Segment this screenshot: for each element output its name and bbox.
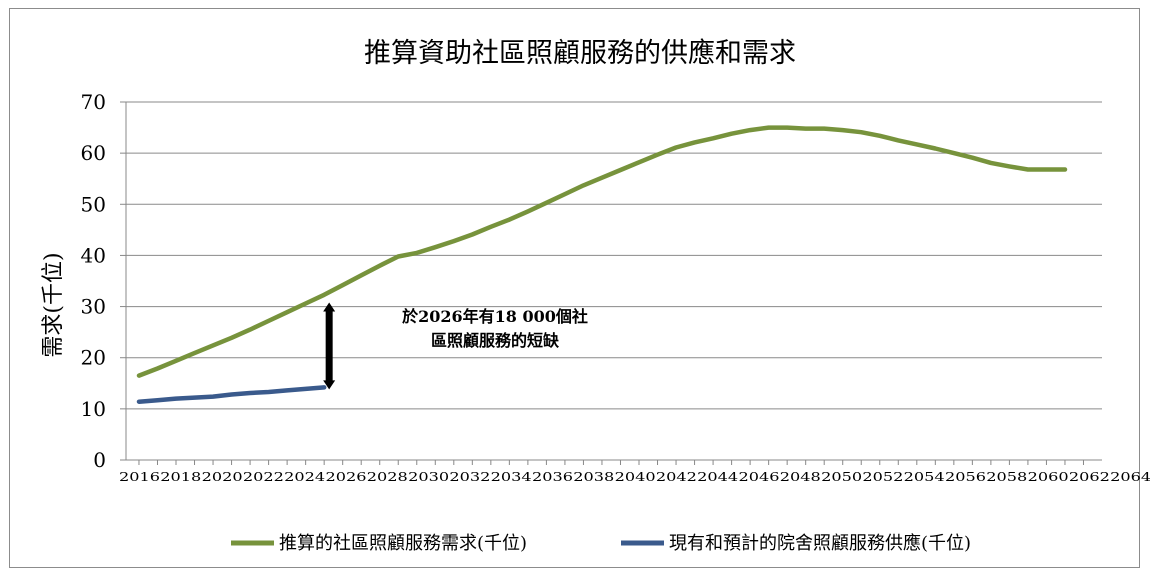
chart-frame (9, 8, 1140, 568)
legend-label-demand: 推算的社區照顧服務需求(千位) (279, 533, 527, 553)
legend-label-supply: 現有和預計的院舍照顧服務供應(千位) (669, 532, 971, 553)
annotation-text-line1: 於2026年有18 000個社 (402, 307, 588, 326)
x-tick-label: 2028 (367, 470, 408, 484)
annotation-arrow-head-top (323, 302, 336, 312)
x-tick-label: 2038 (573, 470, 614, 484)
x-tick-label: 2020 (202, 470, 243, 484)
x-tick-label: 2036 (532, 470, 573, 484)
x-tick-label: 2044 (697, 470, 738, 484)
y-tick-label: 70 (81, 90, 106, 114)
x-tick-label: 2024 (284, 470, 325, 484)
y-tick-label: 10 (81, 397, 106, 421)
y-tick-label: 0 (93, 448, 106, 472)
x-tick-label: 2032 (449, 470, 490, 484)
x-tick-label: 2040 (615, 470, 656, 484)
y-axis-ticks: 0 10 20 30 40 50 60 70 (81, 90, 126, 472)
series-group (136, 125, 1068, 404)
x-tick-label: 2026 (326, 470, 367, 484)
x-tick-label: 2022 (243, 470, 284, 484)
x-tick-label: 2062 (1069, 470, 1110, 484)
x-tick-label: 2056 (945, 470, 986, 484)
x-tick-label: 2058 (986, 470, 1027, 484)
y-tick-label: 30 (81, 295, 106, 319)
annotation-text-line2: 區照顧服務的短缺 (431, 331, 560, 350)
y-axis-label: 需求(千位) (41, 252, 66, 357)
y-tick-label: 40 (81, 243, 106, 267)
chart-title: 推算資助社區照顧服務的供應和需求 (364, 38, 796, 69)
legend: 推算的社區照顧服務需求(千位) 現有和預計的院舍照顧服務供應(千位) (231, 532, 971, 553)
x-tick-label: 2016 (119, 470, 160, 484)
grid-lines (125, 101, 1102, 461)
x-tick-label: 2054 (904, 470, 945, 484)
x-tick-label: 2048 (780, 470, 821, 484)
x-tick-label: 2034 (491, 470, 532, 484)
x-tick-label: 2060 (1028, 470, 1069, 484)
y-tick-label: 20 (81, 346, 106, 370)
series-line-demand (136, 125, 1068, 378)
y-tick-label: 60 (81, 141, 106, 165)
x-tick-label: 2030 (408, 470, 449, 484)
x-tick-label: 2018 (160, 470, 201, 484)
x-tick-label: 2046 (739, 470, 780, 484)
x-tick-label: 2052 (862, 470, 903, 484)
x-axis-ticks: 2016 2018 2020 2022 2024 2026 2028 2030 2032 2034… (119, 460, 1150, 484)
x-tick-label: 2064 (1110, 470, 1150, 484)
x-tick-label: 2042 (656, 470, 697, 484)
x-tick-label: 2050 (821, 470, 862, 484)
y-tick-label: 50 (81, 192, 106, 216)
series-line-supply (136, 385, 327, 404)
annotation-arrow-head-bottom (323, 380, 336, 390)
